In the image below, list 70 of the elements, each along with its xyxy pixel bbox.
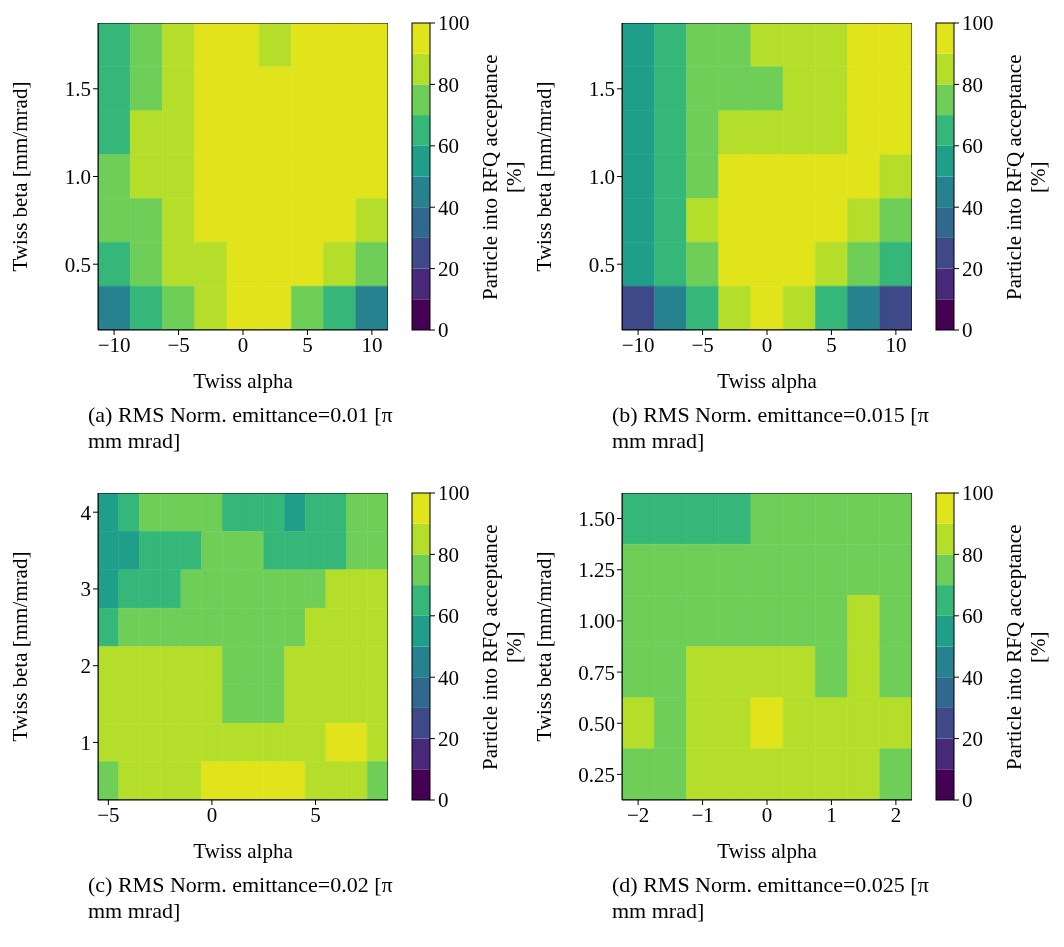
y-axis-title: Twiss beta [mm/mrad] bbox=[532, 81, 557, 272]
y-tick-label: 1.0 bbox=[64, 164, 91, 189]
y-axis-title: Twiss beta [mm/mrad] bbox=[8, 81, 33, 272]
x-axis-title: Twiss alpha bbox=[193, 839, 294, 863]
color-bar-label: 60 bbox=[438, 134, 459, 159]
color-bar-title: Particle into RFQ acceptance [%] bbox=[1002, 522, 1050, 772]
x-tick-label: 5 bbox=[826, 332, 837, 357]
text: (c) RMS Norm. emittance=0.02 [π mm mrad] bbox=[88, 872, 394, 924]
color-bar-label: 80 bbox=[438, 72, 459, 97]
x-tick-label: −10 bbox=[621, 332, 655, 357]
x-tick-label: −1 bbox=[691, 802, 714, 827]
color-bar-label: 100 bbox=[438, 11, 470, 36]
color-bar-label: 40 bbox=[962, 665, 983, 690]
color-bar-label: 40 bbox=[438, 195, 459, 220]
x-axis-title: Twiss alpha bbox=[717, 369, 818, 393]
color-bar-label: 20 bbox=[962, 256, 983, 281]
color-bar-label: 80 bbox=[438, 542, 459, 567]
color-bar-label: 100 bbox=[962, 11, 994, 36]
color-bar-label: 60 bbox=[962, 604, 983, 629]
y-tick-label: 0.75 bbox=[578, 660, 615, 685]
color-bar-title: Particle into RFQ acceptance [%] bbox=[478, 52, 526, 302]
y-tick-label: 2 bbox=[80, 654, 91, 679]
x-tick-label: −10 bbox=[97, 332, 131, 357]
y-tick-label: 0.5 bbox=[588, 252, 615, 277]
y-tick-label: 0.50 bbox=[578, 711, 615, 736]
x-tick-label: −2 bbox=[626, 802, 650, 827]
y-tick-label: 4 bbox=[80, 500, 92, 525]
x-tick-label: −5 bbox=[691, 332, 714, 357]
y-tick-label: 1.25 bbox=[578, 558, 615, 583]
color-bar-label: 100 bbox=[438, 481, 470, 506]
y-tick-label: 1.0 bbox=[588, 164, 615, 189]
x-tick-label: 0 bbox=[206, 802, 218, 827]
x-tick-label: −5 bbox=[97, 802, 120, 827]
color-bar-label: 80 bbox=[962, 72, 983, 97]
x-tick-label: 10 bbox=[361, 332, 383, 357]
color-bar-title: Particle into RFQ acceptance [%] bbox=[1002, 52, 1050, 302]
x-tick-label: 5 bbox=[302, 332, 313, 357]
y-tick-label: 1.5 bbox=[588, 77, 615, 102]
x-tick-label: 2 bbox=[890, 802, 902, 827]
text: (b) RMS Norm. emittance=0.015 [π mm mrad] bbox=[612, 402, 930, 454]
x-tick-label: 0 bbox=[761, 802, 773, 827]
text: (d) RMS Norm. emittance=0.025 [π mm mrad] bbox=[612, 872, 930, 924]
x-axis-title: Twiss alpha bbox=[717, 839, 818, 863]
color-bar-title: Particle into RFQ acceptance [%] bbox=[478, 522, 526, 772]
x-tick-label: 10 bbox=[885, 332, 907, 357]
color-bar-label: 40 bbox=[962, 195, 983, 220]
y-axis-title: Twiss beta [mm/mrad] bbox=[532, 551, 557, 742]
color-bar-label: 40 bbox=[438, 665, 459, 690]
x-tick-label: −5 bbox=[167, 332, 190, 357]
color-bar-label: 20 bbox=[438, 256, 459, 281]
y-tick-label: 1 bbox=[80, 730, 91, 755]
y-tick-label: 3 bbox=[80, 577, 91, 602]
x-axis-title: Twiss alpha bbox=[193, 369, 294, 393]
x-tick-label: 0 bbox=[237, 332, 249, 357]
y-tick-label: 0.5 bbox=[64, 252, 91, 277]
y-axis-title: Twiss beta [mm/mrad] bbox=[8, 551, 33, 742]
color-bar-label: 80 bbox=[962, 542, 983, 567]
color-bar-label: 20 bbox=[438, 726, 459, 751]
color-bar-label: 60 bbox=[962, 134, 983, 159]
color-bar-label: 100 bbox=[962, 481, 994, 506]
x-tick-label: 0 bbox=[761, 332, 773, 357]
text: (a) RMS Norm. emittance=0.01 [π mm mrad] bbox=[88, 402, 394, 454]
color-bar-label: 20 bbox=[962, 726, 983, 751]
x-tick-label: 1 bbox=[826, 802, 837, 827]
x-tick-label: 5 bbox=[310, 802, 321, 827]
color-bar-label: 60 bbox=[438, 604, 459, 629]
y-tick-label: 1.50 bbox=[578, 507, 615, 532]
y-tick-label: 1.00 bbox=[578, 609, 615, 634]
y-tick-label: 1.5 bbox=[64, 77, 91, 102]
y-tick-label: 0.25 bbox=[578, 762, 615, 787]
